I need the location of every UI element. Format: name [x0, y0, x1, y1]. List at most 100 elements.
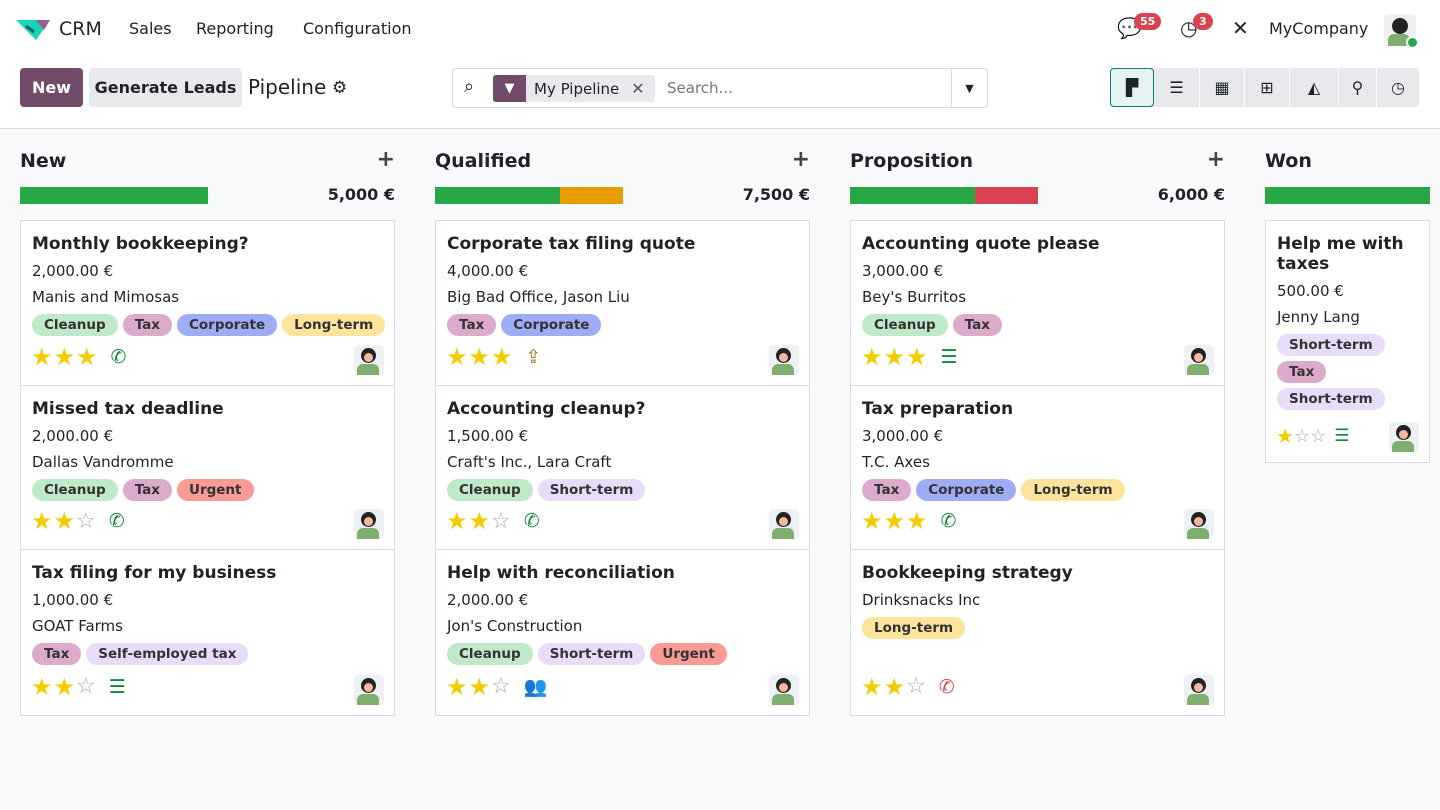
calendar-view-button[interactable]: ▦ [1200, 68, 1245, 107]
search-icon[interactable]: ⌕ [464, 76, 475, 97]
progress-segment[interactable] [1265, 187, 1430, 204]
search-options-toggle[interactable]: ▼ [951, 69, 987, 107]
card-title: Missed tax deadline [32, 398, 224, 419]
star-icon[interactable]: ★ [446, 342, 469, 371]
salesperson-avatar[interactable] [1184, 674, 1214, 705]
star-icon[interactable]: ★ [883, 342, 907, 371]
phone-icon[interactable]: ✆ [523, 510, 541, 532]
progress-segment[interactable] [850, 187, 976, 204]
kanban-card[interactable]: Tax preparation 3,000.00 € T.C. Axes Tax Cor… [851, 386, 1224, 550]
new-button[interactable]: New [20, 68, 83, 107]
column-progress-bar[interactable] [1265, 187, 1430, 204]
gear-icon[interactable]: ⚙ [332, 78, 348, 98]
kanban-view-button[interactable]: ▛ [1110, 68, 1154, 107]
meeting-icon[interactable]: 👥 [523, 676, 549, 698]
column-title[interactable]: Proposition [850, 150, 973, 172]
kanban-card[interactable]: Tax filing for my business 1,000.00 € GOAT… [21, 550, 394, 715]
star-icon[interactable]: ★ [861, 507, 884, 535]
quick-create-plus-icon[interactable]: + [376, 147, 395, 172]
star-icon[interactable]: ★ [446, 507, 469, 535]
star-icon[interactable]: ★ [31, 507, 54, 535]
kanban-card[interactable]: Monthly bookkeeping? 2,000.00 € Manis and … [21, 221, 394, 386]
list-icon[interactable]: ☰ [940, 345, 959, 368]
user-avatar[interactable] [1384, 14, 1419, 49]
company-switcher[interactable]: MyCompany [1269, 19, 1369, 38]
star-icon[interactable]: ☆ [906, 674, 927, 699]
progress-segment[interactable] [975, 187, 1038, 204]
kanban-card[interactable]: Accounting quote please 3,000.00 € Bey's B… [851, 221, 1224, 386]
remove-facet-icon[interactable]: ✕ [631, 79, 645, 98]
list-icon[interactable]: ☰ [108, 675, 127, 698]
star-icon[interactable]: ★ [468, 672, 492, 701]
star-icon[interactable]: ☆ [491, 508, 512, 534]
list-view-button[interactable]: ☰ [1154, 68, 1200, 107]
column-progress-bar[interactable] [20, 187, 208, 204]
star-icon[interactable]: ★ [861, 672, 884, 701]
progress-segment[interactable] [560, 187, 623, 204]
menu-reporting[interactable]: Reporting [196, 19, 274, 38]
search-input[interactable] [667, 79, 937, 97]
star-icon[interactable]: ★ [31, 672, 54, 701]
phone-overdue-icon[interactable]: ✆ [938, 675, 956, 698]
star-icon[interactable]: ★ [906, 507, 929, 535]
phone-icon[interactable]: ✆ [940, 510, 958, 532]
star-icon[interactable]: ★ [468, 342, 492, 371]
star-icon[interactable]: ★ [491, 342, 514, 371]
graph-view-button[interactable]: ◭ [1290, 68, 1339, 107]
star-icon[interactable]: ★ [883, 672, 907, 701]
salesperson-avatar[interactable] [354, 674, 384, 705]
phone-icon[interactable]: ✆ [108, 510, 126, 532]
progress-segment[interactable] [20, 187, 208, 204]
star-icon[interactable]: ★ [468, 507, 492, 535]
star-icon[interactable]: ★ [53, 342, 77, 371]
star-icon[interactable]: ★ [1276, 424, 1294, 448]
star-icon[interactable]: ★ [861, 342, 884, 371]
star-icon[interactable]: ★ [53, 507, 77, 535]
salesperson-avatar[interactable] [354, 344, 384, 375]
star-icon[interactable]: ★ [53, 672, 77, 701]
salesperson-avatar[interactable] [769, 509, 799, 539]
star-icon[interactable]: ★ [31, 342, 54, 371]
map-view-button[interactable]: ⚲ [1339, 68, 1377, 107]
kanban-card[interactable]: Accounting cleanup? 1,500.00 € Craft's Inc… [436, 386, 809, 550]
column-progress-bar[interactable] [435, 187, 623, 204]
column-title[interactable]: New [20, 150, 67, 172]
salesperson-avatar[interactable] [354, 509, 384, 539]
star-icon[interactable]: ☆ [76, 674, 97, 699]
column-title[interactable]: Qualified [435, 150, 532, 172]
menu-sales[interactable]: Sales [129, 19, 172, 38]
salesperson-avatar[interactable] [1389, 422, 1419, 452]
salesperson-avatar[interactable] [1184, 509, 1214, 539]
star-icon[interactable]: ☆ [1293, 425, 1311, 447]
activity-view-button[interactable]: ◷ [1391, 78, 1405, 97]
star-icon[interactable]: ☆ [491, 674, 512, 699]
kanban-card[interactable]: Bookkeeping strategy Drinksnacks Inc Long-… [851, 550, 1224, 715]
phone-icon[interactable]: ✆ [110, 345, 128, 368]
star-icon[interactable]: ★ [446, 672, 469, 701]
star-icon[interactable]: ☆ [76, 508, 97, 534]
salesperson-avatar[interactable] [769, 344, 799, 375]
star-icon[interactable]: ★ [883, 507, 907, 535]
menu-configuration[interactable]: Configuration [303, 19, 412, 38]
column-title[interactable]: Won [1265, 150, 1312, 172]
column-progress-bar[interactable] [850, 187, 1038, 204]
generate-leads-button[interactable]: Generate Leads [89, 68, 242, 107]
star-icon[interactable]: ☆ [1310, 425, 1327, 447]
salesperson-avatar[interactable] [1184, 344, 1214, 375]
progress-segment[interactable] [435, 187, 561, 204]
crm-logo-icon[interactable] [16, 18, 50, 40]
tools-icon[interactable]: ✕ [1232, 16, 1249, 40]
kanban-card[interactable]: Corporate tax filing quote 4,000.00 € Big … [436, 221, 809, 386]
quick-create-plus-icon[interactable]: + [1206, 147, 1225, 172]
star-icon[interactable]: ★ [906, 342, 929, 371]
kanban-card[interactable]: Help me with taxes 500.00 € Jenny Lang Shor… [1266, 221, 1429, 462]
kanban-card[interactable]: Help with reconciliation 2,000.00 € Jon's … [436, 550, 809, 715]
pivot-view-button[interactable]: ⊞ [1245, 68, 1290, 107]
app-name[interactable]: CRM [59, 18, 102, 40]
salesperson-avatar[interactable] [769, 674, 799, 705]
list-icon[interactable]: ☰ [1334, 426, 1350, 446]
quick-create-plus-icon[interactable]: + [791, 147, 810, 172]
kanban-card[interactable]: Missed tax deadline 2,000.00 € Dallas Vand… [21, 386, 394, 550]
star-icon[interactable]: ★ [76, 342, 99, 371]
upload-icon[interactable]: ⇪ [525, 345, 543, 368]
